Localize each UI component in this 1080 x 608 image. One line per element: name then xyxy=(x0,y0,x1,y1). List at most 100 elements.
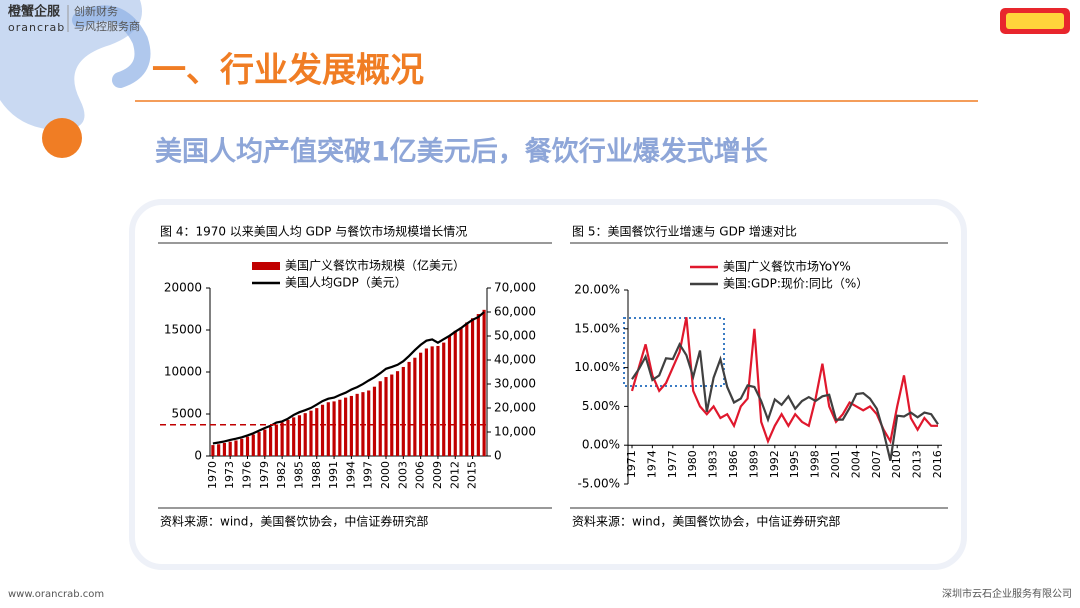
x-tick-label: 1979 xyxy=(258,461,271,489)
x-tick-label: 1985 xyxy=(292,461,305,489)
y-tick-label: 5.00% xyxy=(582,399,620,413)
x-tick-label: 1974 xyxy=(645,450,658,478)
bar xyxy=(459,327,463,456)
x-tick-label: 1997 xyxy=(362,461,375,489)
bar xyxy=(234,440,238,456)
bar xyxy=(315,408,319,456)
x-tick-label: 2003 xyxy=(396,461,409,489)
x-tick-label: 1994 xyxy=(344,461,357,489)
decor-blob xyxy=(0,0,142,130)
bar xyxy=(384,377,388,456)
highlight-box xyxy=(623,317,725,387)
x-tick-label: 1992 xyxy=(768,450,781,478)
bar xyxy=(413,357,417,456)
y2-tick-label: 70,000 xyxy=(494,281,536,295)
bar xyxy=(482,309,486,456)
y-tick-label: 20000 xyxy=(164,281,202,295)
x-tick-label: 1986 xyxy=(727,450,740,478)
bar xyxy=(395,371,400,456)
brand-cn: 橙蟹企服 xyxy=(8,4,61,20)
x-tick-label: 1977 xyxy=(666,450,679,478)
x-tick-label: 1983 xyxy=(707,450,720,478)
x-tick-label: 1988 xyxy=(310,461,323,489)
y2-tick-label: 30,000 xyxy=(494,377,536,391)
y2-tick-label: 20,000 xyxy=(494,401,536,415)
x-tick-label: 2001 xyxy=(829,450,842,478)
bar xyxy=(378,381,382,456)
logo-badge xyxy=(1006,13,1064,29)
bar xyxy=(476,314,480,456)
y-tick-label: 0 xyxy=(194,449,202,463)
slide-title: 一、行业发展概况 xyxy=(152,51,424,91)
bar xyxy=(217,444,221,456)
bar xyxy=(245,436,250,456)
legend-label: 美国:GDP:现价:同比（%） xyxy=(723,277,868,291)
bar xyxy=(390,374,394,456)
y-tick-label: 10.00% xyxy=(574,360,620,374)
y2-tick-label: 60,000 xyxy=(494,305,536,319)
x-tick-label: 2015 xyxy=(466,461,479,489)
bar xyxy=(251,434,255,456)
bar xyxy=(297,415,302,456)
bar xyxy=(419,352,423,456)
y-tick-label: -5.00% xyxy=(578,477,620,491)
y2-tick-label: 50,000 xyxy=(494,329,536,343)
x-tick-label: 1970 xyxy=(206,461,219,489)
x-tick-label: 1991 xyxy=(327,461,340,489)
bar xyxy=(303,413,307,456)
bar xyxy=(263,429,267,456)
bar xyxy=(436,345,440,456)
y-tick-label: 10000 xyxy=(164,365,202,379)
y2-tick-label: 40,000 xyxy=(494,353,536,367)
x-tick-label: 1971 xyxy=(625,450,638,478)
bar xyxy=(453,330,457,456)
chart-source: 资料来源：wind，美国餐饮协会，中信证券研究部 xyxy=(572,514,840,529)
bar xyxy=(401,366,405,456)
bar xyxy=(292,417,296,456)
subtitle: 美国人均产值突破1亿美元后，餐饮行业爆发式增长 xyxy=(155,136,769,168)
bar xyxy=(274,424,278,456)
legend-label: 美国广义餐饮市场YoY% xyxy=(723,259,851,274)
series-line xyxy=(212,311,485,445)
x-tick-label: 2016 xyxy=(931,450,944,478)
decor-dot xyxy=(42,118,82,158)
x-tick-label: 1980 xyxy=(686,450,699,478)
x-tick-label: 1989 xyxy=(747,450,760,478)
bar xyxy=(372,386,377,456)
x-tick-label: 1973 xyxy=(223,461,236,489)
x-tick-label: 2007 xyxy=(870,450,883,478)
bar xyxy=(326,402,330,456)
x-tick-label: 2013 xyxy=(911,450,924,478)
y-tick-label: 15000 xyxy=(164,323,202,337)
bar xyxy=(367,390,371,456)
y2-tick-label: 0 xyxy=(494,449,502,463)
legend-swatch xyxy=(252,262,280,270)
brand-en: orancrab xyxy=(8,21,65,34)
bar xyxy=(309,410,313,456)
x-tick-label: 1995 xyxy=(788,450,801,478)
series-line xyxy=(630,316,938,445)
bar xyxy=(332,401,336,456)
bar xyxy=(240,438,244,456)
y-tick-label: 20.00% xyxy=(574,283,620,297)
x-tick-label: 2009 xyxy=(431,461,444,489)
chart-source: 资料来源：wind，美国餐饮协会，中信证券研究部 xyxy=(160,514,428,529)
bar xyxy=(430,346,434,456)
series-line xyxy=(631,341,939,461)
y-tick-label: 5000 xyxy=(171,407,202,421)
content-card xyxy=(129,199,967,570)
x-tick-label: 1976 xyxy=(241,461,254,489)
x-tick-label: 1982 xyxy=(275,461,288,489)
bar xyxy=(465,322,469,456)
bar xyxy=(407,361,411,456)
bar xyxy=(286,419,290,456)
bar xyxy=(424,348,428,456)
legend-label: 美国广义餐饮市场规模（亿美元） xyxy=(285,258,465,273)
legend-label: 美国人均GDP（美元） xyxy=(285,276,407,290)
brand-slogan: 创新财务 xyxy=(74,4,118,18)
x-tick-label: 2004 xyxy=(849,450,862,478)
bar xyxy=(280,422,284,456)
y-tick-label: 0.00% xyxy=(582,438,620,452)
y-tick-label: 15.00% xyxy=(574,321,620,335)
bar xyxy=(349,395,353,456)
